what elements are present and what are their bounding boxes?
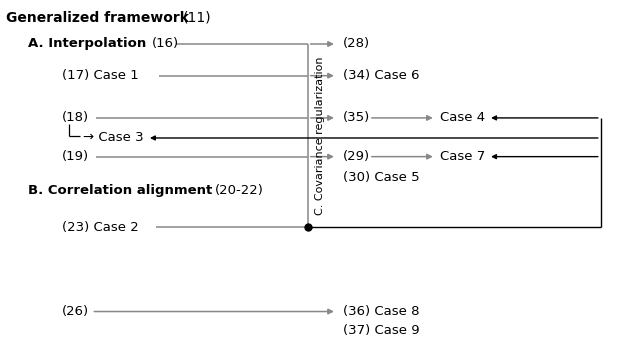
- Text: (16): (16): [151, 38, 179, 50]
- Text: (18): (18): [62, 112, 89, 124]
- Text: Case 4: Case 4: [440, 112, 485, 124]
- Text: (37) Case 9: (37) Case 9: [343, 325, 420, 337]
- Text: C. Covariance regularization: C. Covariance regularization: [315, 56, 325, 215]
- Text: (26): (26): [62, 305, 89, 318]
- Text: B. Correlation alignment: B. Correlation alignment: [28, 184, 212, 196]
- Text: (36) Case 8: (36) Case 8: [343, 305, 420, 318]
- Text: (35): (35): [343, 112, 370, 124]
- Text: (20-22): (20-22): [215, 184, 264, 196]
- Text: Generalized framework: Generalized framework: [6, 11, 189, 25]
- Text: (23) Case 2: (23) Case 2: [62, 221, 138, 233]
- Text: (34) Case 6: (34) Case 6: [343, 69, 420, 82]
- Text: (17) Case 1: (17) Case 1: [62, 69, 138, 82]
- Text: (19): (19): [62, 150, 89, 163]
- Text: (29): (29): [343, 150, 370, 163]
- Text: Case 7: Case 7: [440, 150, 485, 163]
- Text: (28): (28): [343, 38, 370, 50]
- Text: A. Interpolation: A. Interpolation: [28, 38, 146, 50]
- Text: (30) Case 5: (30) Case 5: [343, 171, 420, 184]
- Text: → Case 3: → Case 3: [83, 132, 144, 144]
- Text: (11): (11): [182, 11, 211, 25]
